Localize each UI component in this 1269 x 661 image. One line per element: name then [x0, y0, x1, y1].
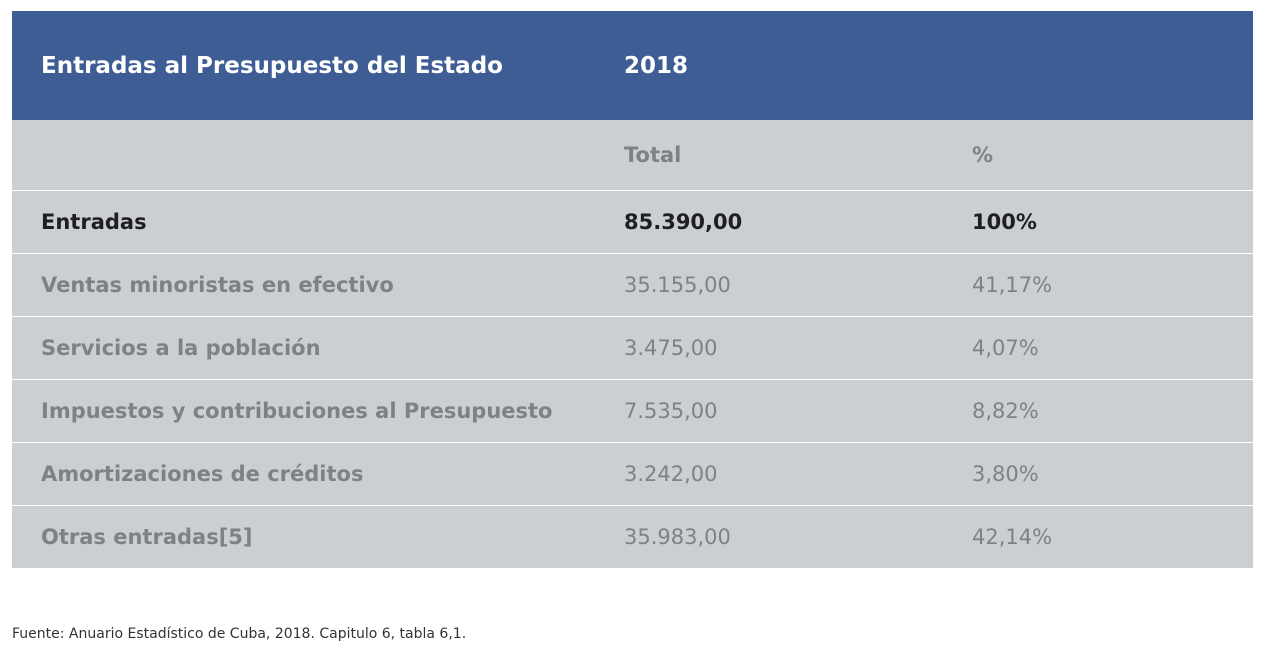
row-total: 35.983,00 — [595, 505, 943, 568]
row-total: 85.390,00 — [595, 190, 943, 254]
table-row: Otras entradas[5] 35.983,00 42,14% — [12, 505, 1253, 568]
source-note: Fuente: Anuario Estadístico de Cuba, 201… — [12, 626, 467, 642]
row-percent: 100% — [943, 190, 1253, 254]
table-row: Ventas minoristas en efectivo 35.155,00 … — [12, 253, 1253, 317]
header-empty-cell — [943, 11, 1253, 120]
budget-table: Entradas al Presupuesto del Estado 2018 … — [12, 11, 1253, 568]
row-percent: 41,17% — [943, 253, 1253, 317]
row-label: Ventas minoristas en efectivo — [12, 253, 595, 317]
total-row: Entradas 85.390,00 100% — [12, 190, 1253, 254]
column-header-percent: % — [943, 120, 1253, 191]
row-label: Impuestos y contribuciones al Presupuest… — [12, 379, 595, 443]
table-header-row: Entradas al Presupuesto del Estado 2018 — [12, 11, 1253, 120]
row-total: 3.242,00 — [595, 442, 943, 506]
row-total: 7.535,00 — [595, 379, 943, 443]
column-header-total: Total — [595, 120, 943, 191]
table-year: 2018 — [595, 11, 943, 120]
budget-table-container: Entradas al Presupuesto del Estado 2018 … — [12, 11, 1253, 568]
row-label: Amortizaciones de créditos — [12, 442, 595, 506]
row-percent: 4,07% — [943, 316, 1253, 380]
table-row: Amortizaciones de créditos 3.242,00 3,80… — [12, 442, 1253, 506]
table-row: Impuestos y contribuciones al Presupuest… — [12, 379, 1253, 443]
row-label: Otras entradas[5] — [12, 505, 595, 568]
row-percent: 3,80% — [943, 442, 1253, 506]
row-percent: 8,82% — [943, 379, 1253, 443]
subheader-empty-cell — [12, 120, 595, 191]
row-percent: 42,14% — [943, 505, 1253, 568]
row-total: 3.475,00 — [595, 316, 943, 380]
table-row: Servicios a la población 3.475,00 4,07% — [12, 316, 1253, 380]
column-subheader-row: Total % — [12, 120, 1253, 191]
row-label: Entradas — [12, 190, 595, 254]
table-title: Entradas al Presupuesto del Estado — [12, 11, 595, 120]
row-total: 35.155,00 — [595, 253, 943, 317]
row-label: Servicios a la población — [12, 316, 595, 380]
